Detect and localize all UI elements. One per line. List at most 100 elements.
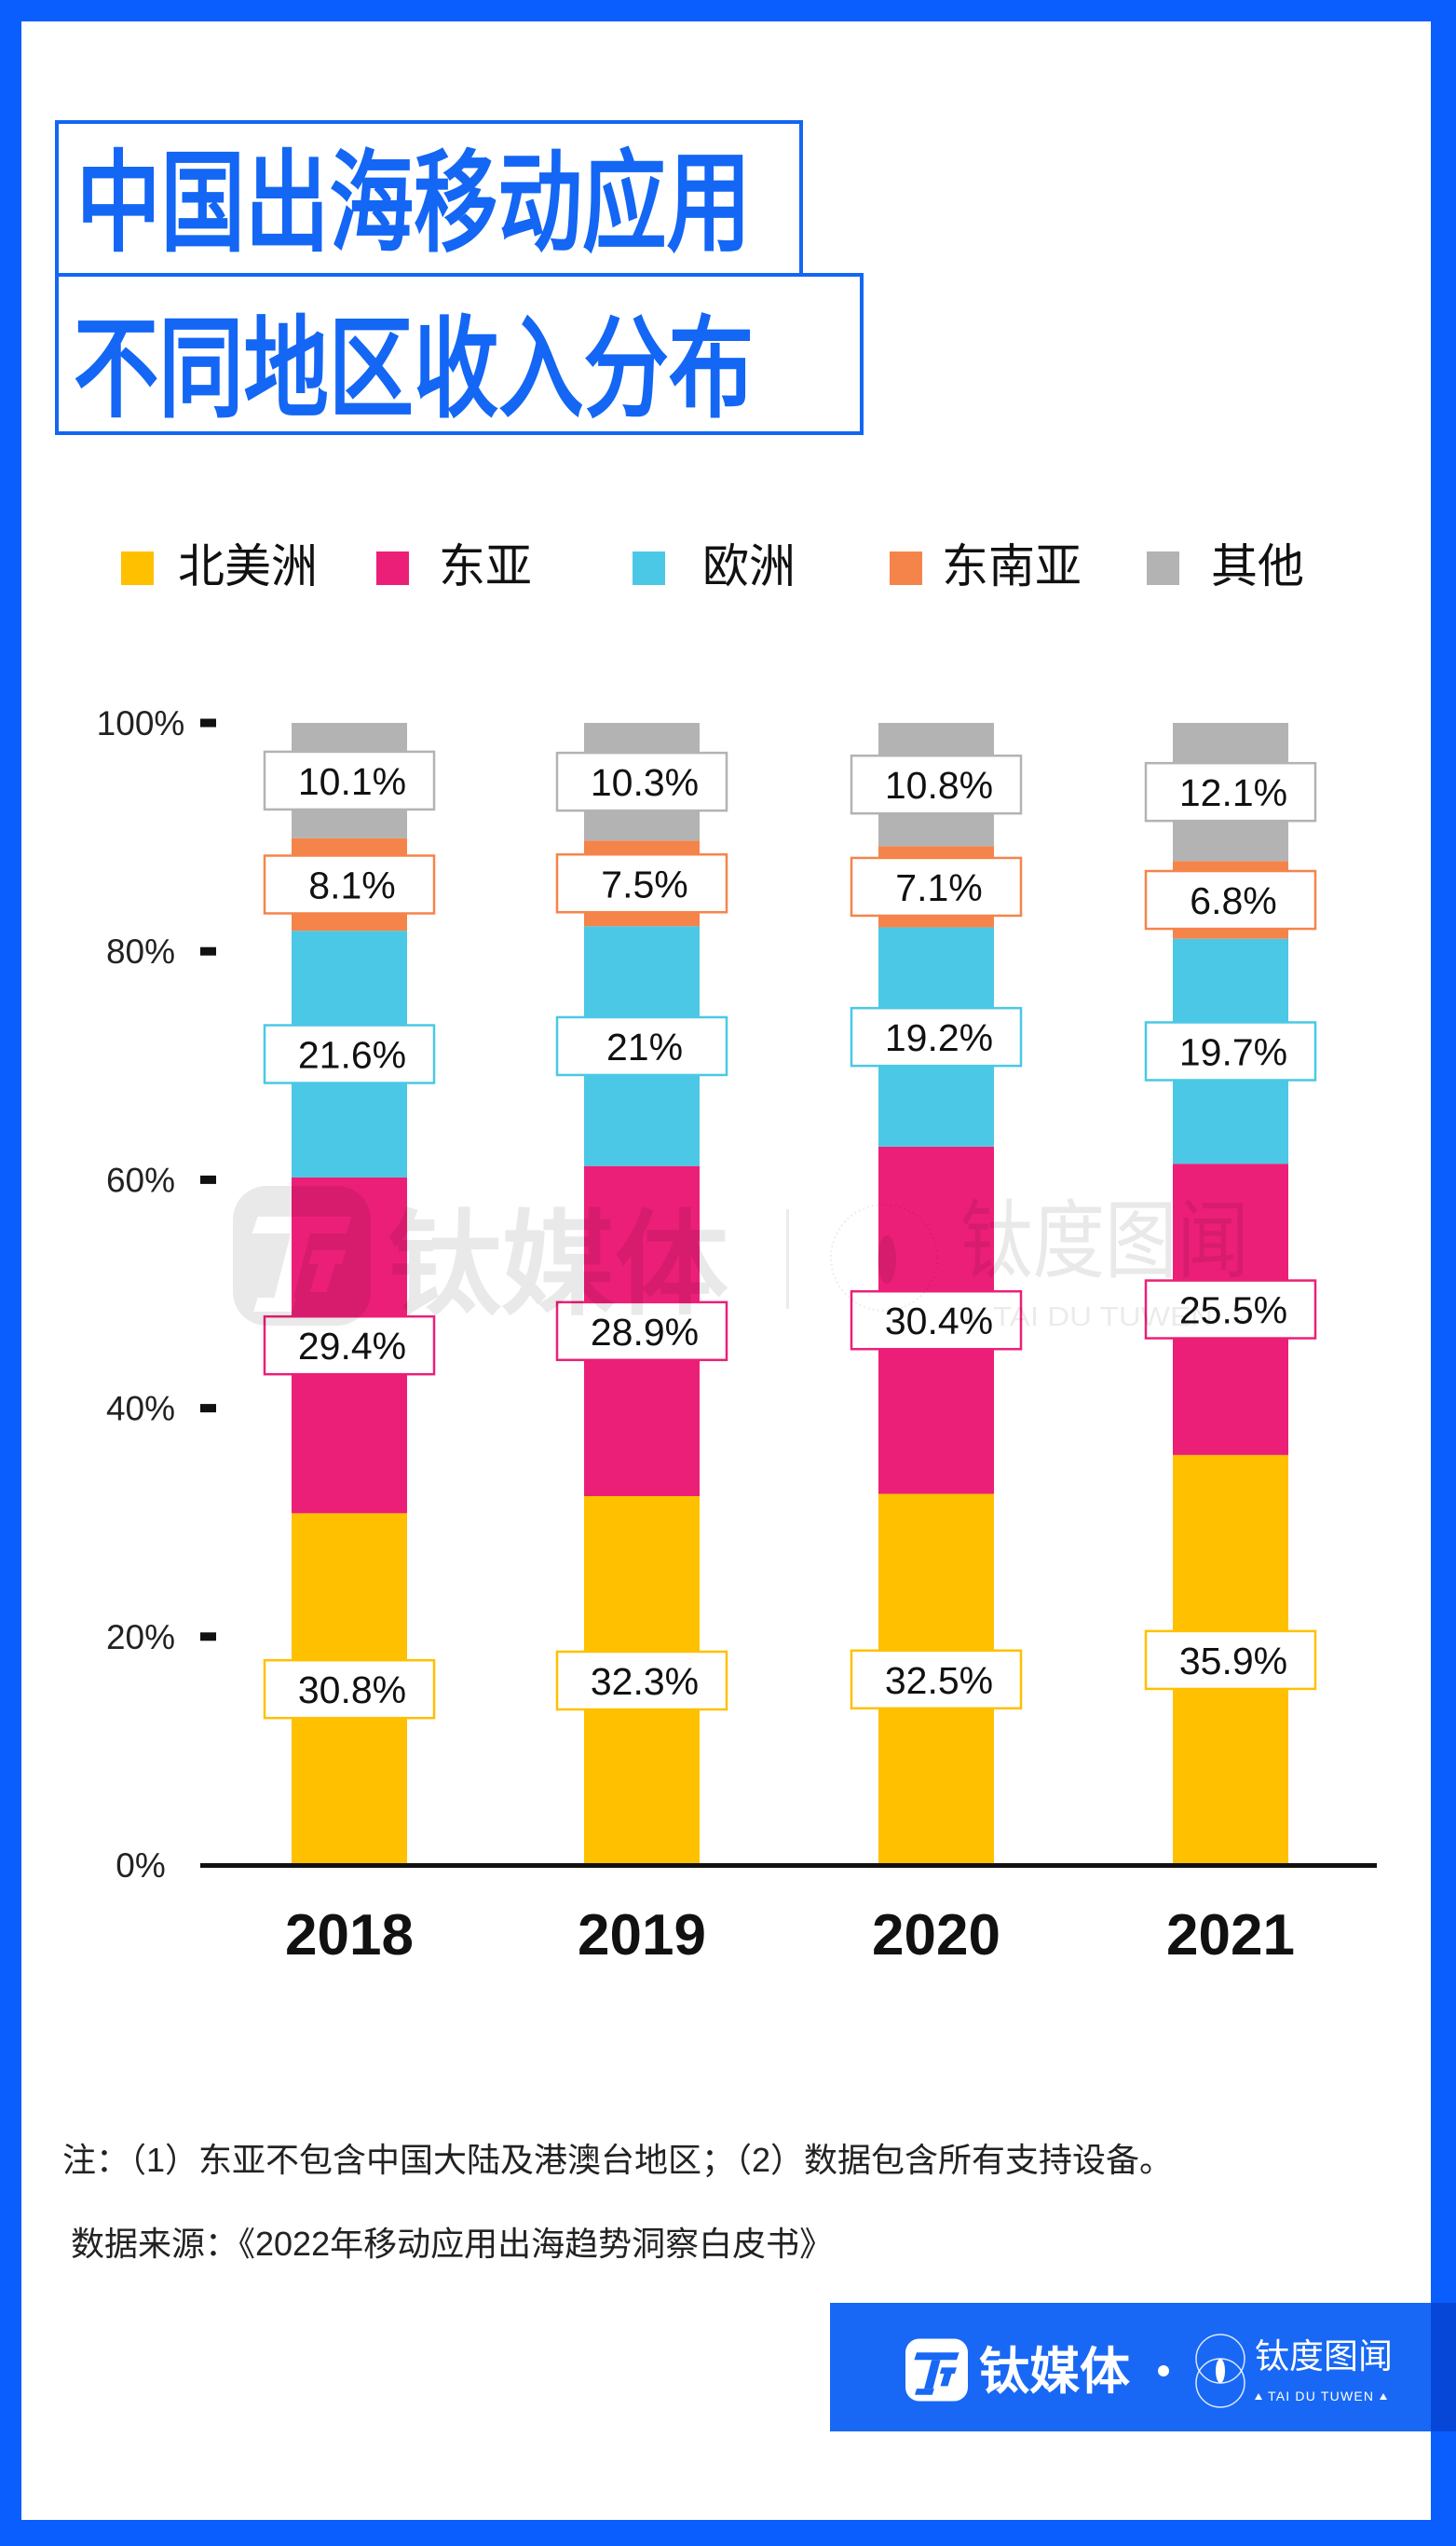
footer-banner-edge <box>1431 2303 1456 2431</box>
data-label-text: 21% <box>606 1026 683 1069</box>
y-tick-label: 40% <box>106 1390 175 1428</box>
data-label-southeast-asia: 7.1% <box>850 856 1023 918</box>
data-label-text: 29.4% <box>298 1325 406 1368</box>
data-label-box <box>555 1300 728 1362</box>
data-label-box <box>263 1024 436 1084</box>
data-label-box <box>263 1314 436 1376</box>
y-tick-mark <box>200 1175 216 1184</box>
banner-brand: 钛媒体 <box>979 2344 1130 2400</box>
data-label-text: 28.9% <box>591 1311 699 1354</box>
data-label-other: 12.1% <box>1144 761 1317 823</box>
data-label-east-asia: 28.9% <box>555 1300 728 1362</box>
taidu-circle-logo-icon <box>1195 2334 1245 2408</box>
legend-label-other: 其他 <box>1211 540 1304 592</box>
data-label-box <box>1144 761 1317 823</box>
data-label-east-asia: 25.5% <box>1144 1279 1317 1340</box>
data-label-text: 12.1% <box>1179 771 1287 814</box>
data-label-box <box>850 1289 1023 1351</box>
y-tick-label: 100% <box>97 704 185 742</box>
y-tick-mark <box>200 946 216 956</box>
data-label-text: 10.8% <box>885 764 993 807</box>
data-label-europe: 21% <box>555 1015 728 1077</box>
data-label-box <box>1144 1629 1317 1691</box>
x-tick-label: 2018 <box>285 1903 414 1967</box>
data-label-box <box>263 750 436 811</box>
bar-stacks <box>292 723 1288 1865</box>
data-label-europe: 21.6% <box>263 1024 436 1084</box>
legend-label-north-america: 北美洲 <box>178 540 318 592</box>
data-label-north-america: 32.3% <box>555 1650 728 1711</box>
data-label-box <box>850 754 1023 815</box>
banner-sub-brand: 钛度图闻 <box>1255 2337 1393 2376</box>
legend-swatch-other <box>1147 551 1179 585</box>
data-label-text: 32.3% <box>591 1660 699 1703</box>
x-axis-line <box>200 1863 1377 1868</box>
tmtpost-logo-icon <box>905 2338 968 2402</box>
data-label-text: 6.8% <box>1190 879 1276 922</box>
data-label-box <box>555 1015 728 1077</box>
data-label-text: 25.5% <box>1179 1289 1287 1332</box>
data-label-text: 8.1% <box>308 864 395 906</box>
data-label-text: 30.8% <box>298 1668 406 1711</box>
data-label-europe: 19.7% <box>1144 1021 1317 1082</box>
legend-swatch-east-asia <box>376 551 409 585</box>
data-label-north-america: 35.9% <box>1144 1629 1317 1691</box>
triangle-icon <box>1255 2392 1262 2400</box>
banner-tagline: TAI DU TUWEN <box>1255 2388 1388 2404</box>
data-label-box <box>850 1649 1023 1710</box>
data-label-box <box>555 853 728 914</box>
data-label-text: 7.1% <box>895 866 982 909</box>
data-label-box <box>263 854 436 915</box>
y-tick-label: 20% <box>106 1618 175 1656</box>
data-label-text: 19.7% <box>1179 1030 1287 1073</box>
data-source: 数据来源：《2022年移动应用出海趋势洞察白皮书》 <box>71 2225 834 2263</box>
data-label-text: 10.3% <box>591 761 699 804</box>
legend-swatch-europe <box>633 551 665 585</box>
data-label-text: 30.4% <box>885 1300 993 1342</box>
y-tick-label: 80% <box>106 933 175 971</box>
data-label-text: 10.1% <box>298 760 406 803</box>
x-tick-label: 2020 <box>872 1903 1000 1967</box>
data-label-text: 19.2% <box>885 1016 993 1059</box>
title-box-line2 <box>55 273 864 435</box>
y-tick-label: 0% <box>116 1846 165 1885</box>
data-label-other: 10.3% <box>555 751 728 812</box>
data-label-box <box>1144 1279 1317 1340</box>
data-labels: 30.8% 29.4% 21.6% 8.1% 10.1% 32.3% 28.9% 21% 7.5… <box>263 750 1317 1720</box>
y-tick-label: 60% <box>106 1161 175 1199</box>
data-label-text: 35.9% <box>1179 1640 1287 1682</box>
y-tick-mark <box>200 718 216 728</box>
data-label-other: 10.8% <box>850 754 1023 815</box>
data-label-text: 7.5% <box>601 863 687 905</box>
data-label-east-asia: 30.4% <box>850 1289 1023 1351</box>
banner-tagline-text: TAI DU TUWEN <box>1268 2389 1375 2403</box>
data-label-north-america: 32.5% <box>850 1649 1023 1710</box>
y-tick-mark <box>200 1632 216 1641</box>
data-label-box <box>555 751 728 812</box>
x-tick-label: 2019 <box>578 1903 706 1967</box>
axes: 0% 20% 40% 60% 80% 100% 2018 2019 2020 2021 <box>97 704 1377 1967</box>
data-label-box <box>263 1658 436 1720</box>
data-label-southeast-asia: 7.5% <box>555 853 728 914</box>
separator-dot-icon <box>1158 2365 1169 2376</box>
data-label-east-asia: 29.4% <box>263 1314 436 1376</box>
data-label-box <box>850 1006 1023 1068</box>
x-tick-label: 2021 <box>1166 1903 1295 1967</box>
y-tick-mark <box>200 1404 216 1413</box>
data-label-box <box>1144 869 1317 931</box>
legend-swatch-north-america <box>121 551 154 585</box>
data-label-box <box>1144 1021 1317 1082</box>
data-label-box <box>850 856 1023 918</box>
legend-label-east-asia: 东亚 <box>439 540 532 592</box>
stacked-bar-chart: 0% 20% 40% 60% 80% 100% 2018 2019 2020 2021 30.8% 2… <box>97 704 1377 1967</box>
triangle-icon <box>1380 2392 1388 2400</box>
legend-label-southeast-asia: 东南亚 <box>942 540 1082 592</box>
data-label-text: 32.5% <box>885 1659 993 1702</box>
legend-swatch-southeast-asia <box>890 551 922 585</box>
data-label-other: 10.1% <box>263 750 436 811</box>
data-label-southeast-asia: 6.8% <box>1144 869 1317 931</box>
data-label-southeast-asia: 8.1% <box>263 854 436 915</box>
legend-label-europe: 欧洲 <box>702 540 796 592</box>
data-label-box <box>555 1650 728 1711</box>
chart-note: 注：（1）东亚不包含中国大陆及港澳台地区；（2）数据包含所有支持设备。 <box>62 2141 1174 2179</box>
